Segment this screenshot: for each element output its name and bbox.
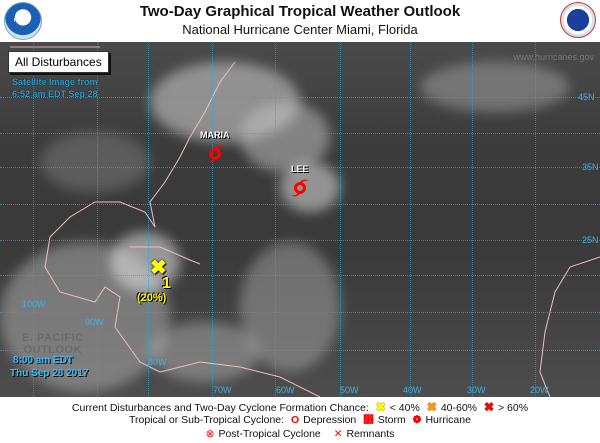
lon-label: 70W (213, 385, 232, 395)
grid-line (0, 97, 600, 98)
south-america-coast (159, 361, 321, 397)
grid-line (535, 42, 536, 397)
grid-line (0, 167, 600, 168)
lon-label: 80W (148, 357, 167, 367)
legend-depression: Depression (303, 414, 357, 426)
legend-post-tropical: Post-Tropical Cyclone (218, 428, 321, 440)
grid-line (410, 42, 411, 397)
gulf-coast (44, 201, 161, 373)
lon-label: 90W (85, 317, 104, 327)
post-tropical-icon: ⊗ (205, 428, 215, 440)
lat-label: 45N (578, 92, 595, 102)
grid-line (472, 42, 473, 397)
legend: Current Disturbances and Two-Day Cyclone… (0, 397, 600, 443)
lon-label: 20W (530, 385, 549, 395)
lon-label: 60W (276, 385, 295, 395)
lon-label: 100W (22, 299, 46, 309)
legend-remnants: Remnants (346, 428, 395, 440)
cloud (110, 232, 180, 292)
legend-row-cyclones: Tropical or Sub-Tropical Cyclone: O Depre… (0, 414, 600, 426)
nws-logo (560, 2, 596, 38)
disturbance-x-icon[interactable]: ✖ (150, 257, 167, 279)
remnants-icon: ✕ (333, 428, 343, 440)
cloud (40, 132, 150, 192)
us-east-coast (149, 61, 236, 228)
satellite-time-line2: 6:52 am EDT Sep 28 (12, 89, 98, 99)
hurricane-icon[interactable] (290, 178, 310, 198)
satellite-map[interactable]: 45N 35N 25N 100W 90W 80W 70W 60W 50W 40W… (0, 42, 600, 397)
east-pacific-outlook-link[interactable]: E. PACIFIC OUTLOOK (22, 332, 84, 356)
noaa-logo-text: NOAA (14, 18, 29, 24)
grid-line (275, 42, 276, 397)
disturbance-chance[interactable]: (20%) (137, 292, 167, 304)
x-icon-red: ✖ (483, 400, 494, 414)
issue-time-line2: Thu Sep 28 2017 (10, 368, 89, 379)
lat-label: 25N (582, 235, 599, 245)
legend-high: > 60% (498, 402, 529, 414)
africa-coast (539, 256, 600, 397)
cloud (150, 322, 260, 382)
x-icon-yellow: ✖ (375, 400, 386, 414)
coastlines (10, 46, 600, 397)
grid-line (0, 312, 600, 313)
satellite-time-line1: Satellite Image from (12, 77, 98, 87)
cuba (130, 246, 201, 265)
storm-icon: ෶ (363, 414, 374, 426)
header: NOAA Two-Day Graphical Tropical Weather … (0, 0, 600, 42)
grid-line (212, 42, 213, 397)
lon-label: 30W (467, 385, 486, 395)
grid-line (0, 350, 600, 351)
grid-line (148, 42, 149, 397)
view-selector-all-disturbances[interactable]: All Disturbances (8, 51, 109, 73)
cloud (280, 162, 340, 212)
cloud (420, 62, 570, 112)
grid-line (0, 240, 600, 241)
grid-line (97, 42, 98, 397)
lat-label: 35N (582, 162, 599, 172)
epac-line2: OUTLOOK (23, 344, 83, 356)
epac-line1: E. PACIFIC (22, 332, 84, 344)
storm-label-lee[interactable]: LEE (291, 164, 309, 174)
legend-storm: Storm (377, 414, 406, 426)
lon-label: 50W (340, 385, 359, 395)
hurricane-legend-icon: ❁ (412, 414, 422, 426)
grid-line (0, 275, 600, 276)
legend-row-post: ⊗ Post-Tropical Cyclone ✕ Remnants (0, 428, 600, 440)
x-icon-orange: ✖ (426, 400, 437, 414)
grid-line (33, 42, 34, 397)
page-subtitle: National Hurricane Center Miami, Florida (182, 22, 418, 37)
grid-line (0, 204, 600, 205)
page-title: Two-Day Graphical Tropical Weather Outlo… (139, 3, 461, 20)
cloud (240, 102, 330, 172)
legend-mid: 40-60% (440, 402, 478, 414)
depression-icon: O (290, 414, 300, 426)
legend-cyclone-label: Tropical or Sub-Tropical Cyclone: (129, 414, 285, 426)
legend-hurricane: Hurricane (425, 414, 471, 426)
legend-low: < 40% (389, 402, 420, 414)
noaa-logo: NOAA (4, 2, 42, 40)
grid-line (340, 42, 341, 397)
website-watermark: www.hurricanes.gov (513, 52, 594, 62)
legend-row-disturbances: Current Disturbances and Two-Day Cyclone… (0, 400, 600, 414)
storm-label-maria[interactable]: MARIA (200, 130, 230, 140)
lon-label: 40W (403, 385, 422, 395)
hurricane-icon[interactable] (205, 144, 225, 164)
issue-time-line1: 8:00 am EDT (13, 355, 74, 366)
legend-disturbance-label: Current Disturbances and Two-Day Cyclone… (71, 402, 369, 414)
grid-line (0, 133, 600, 134)
disturbance-number[interactable]: 1 (162, 275, 171, 292)
